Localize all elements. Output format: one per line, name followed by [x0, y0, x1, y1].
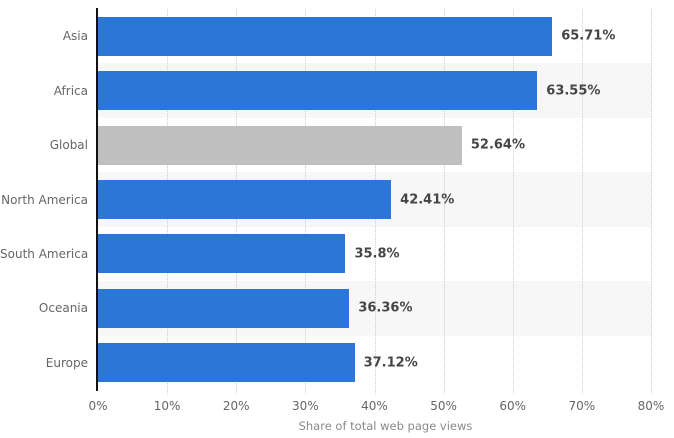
- x-tick-label: 0%: [88, 399, 108, 413]
- category-label: Global: [49, 137, 88, 152]
- category-label: Africa: [53, 83, 88, 98]
- x-tick-label: 40%: [361, 399, 388, 413]
- value-label: 52.64%: [470, 137, 526, 153]
- x-axis-ticks: 0% 10% 20% 30% 40% 50% 60% 70% 80%: [88, 399, 664, 415]
- bar-asia: [98, 16, 553, 56]
- x-tick-label: 30%: [292, 399, 319, 413]
- bar-south-america: [98, 234, 346, 274]
- x-tick-label: 60%: [499, 399, 527, 413]
- category-label: Asia: [62, 29, 88, 44]
- x-tick-label: 50%: [430, 399, 457, 413]
- value-label: 36.36%: [358, 300, 413, 316]
- x-tick-label: 80%: [637, 399, 665, 413]
- gridline: [581, 9, 583, 394]
- category-label: Europe: [45, 355, 88, 370]
- category-label: South America: [0, 246, 89, 261]
- bar-global: [98, 125, 462, 165]
- x-tick-label: 10%: [153, 399, 181, 413]
- plot-area: 65.71% 63.55% 52.64% 42.41% 35.8% 36.36% 37.12…: [98, 9, 652, 394]
- bar-north-america: [98, 180, 392, 219]
- gridline: [443, 9, 445, 394]
- value-label: 65.71%: [561, 28, 616, 44]
- value-label: 63.55%: [546, 83, 601, 99]
- category-label: Oceania: [38, 301, 88, 316]
- x-tick-label: 20%: [222, 399, 250, 413]
- bar-africa: [98, 71, 538, 111]
- x-axis-title: Share of total web page views: [298, 419, 473, 433]
- bar-oceania: [98, 288, 350, 328]
- category-label: North America: [1, 192, 88, 207]
- bar-europe: [98, 343, 355, 383]
- gridline: [651, 9, 652, 394]
- x-tick-label: 70%: [568, 399, 596, 413]
- value-label: 37.12%: [363, 355, 418, 371]
- value-label: 42.41%: [400, 192, 455, 207]
- value-label: 35.8%: [354, 246, 400, 262]
- y-axis-line: [96, 8, 98, 391]
- gridline: [512, 9, 514, 394]
